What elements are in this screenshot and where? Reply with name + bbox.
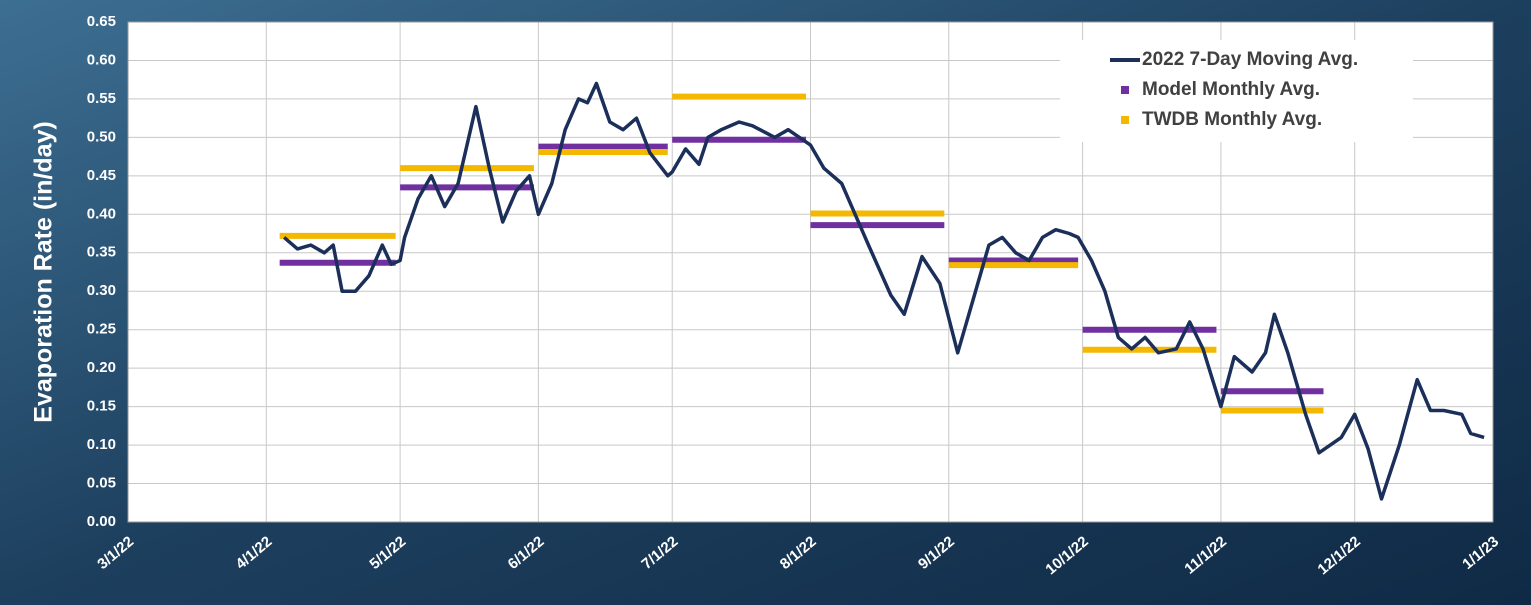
legend-label: Model Monthly Avg. (1142, 79, 1320, 100)
y-tick-label: 0.30 (87, 282, 116, 299)
y-tick-label: 0.60 (87, 51, 116, 68)
data-line (282, 81, 1485, 501)
legend-label: TWDB Monthly Avg. (1142, 109, 1322, 130)
legend-swatch (1121, 86, 1129, 94)
y-tick-label: 0.20 (87, 359, 116, 376)
legend-box (1060, 40, 1413, 142)
y-tick-label: 0.50 (87, 128, 116, 145)
y-tick-label: 0.40 (87, 205, 116, 222)
y-tick-label: 0.15 (87, 398, 116, 415)
y-tick-label: 0.45 (87, 167, 116, 184)
legend-swatch (1121, 116, 1129, 124)
y-axis-label: Evaporation Rate (in/day) (30, 121, 58, 422)
y-tick-label: 0.65 (87, 13, 116, 30)
legend-label: 2022 7-Day Moving Avg. (1142, 49, 1358, 70)
y-tick-label: 0.00 (87, 513, 116, 530)
y-tick-label: 0.55 (87, 90, 116, 107)
plot-border (127, 21, 1494, 523)
y-tick-label: 0.05 (87, 475, 116, 492)
y-tick-label: 0.10 (87, 436, 116, 453)
y-tick-label: 0.35 (87, 244, 116, 261)
y-tick-label: 0.25 (87, 321, 116, 338)
